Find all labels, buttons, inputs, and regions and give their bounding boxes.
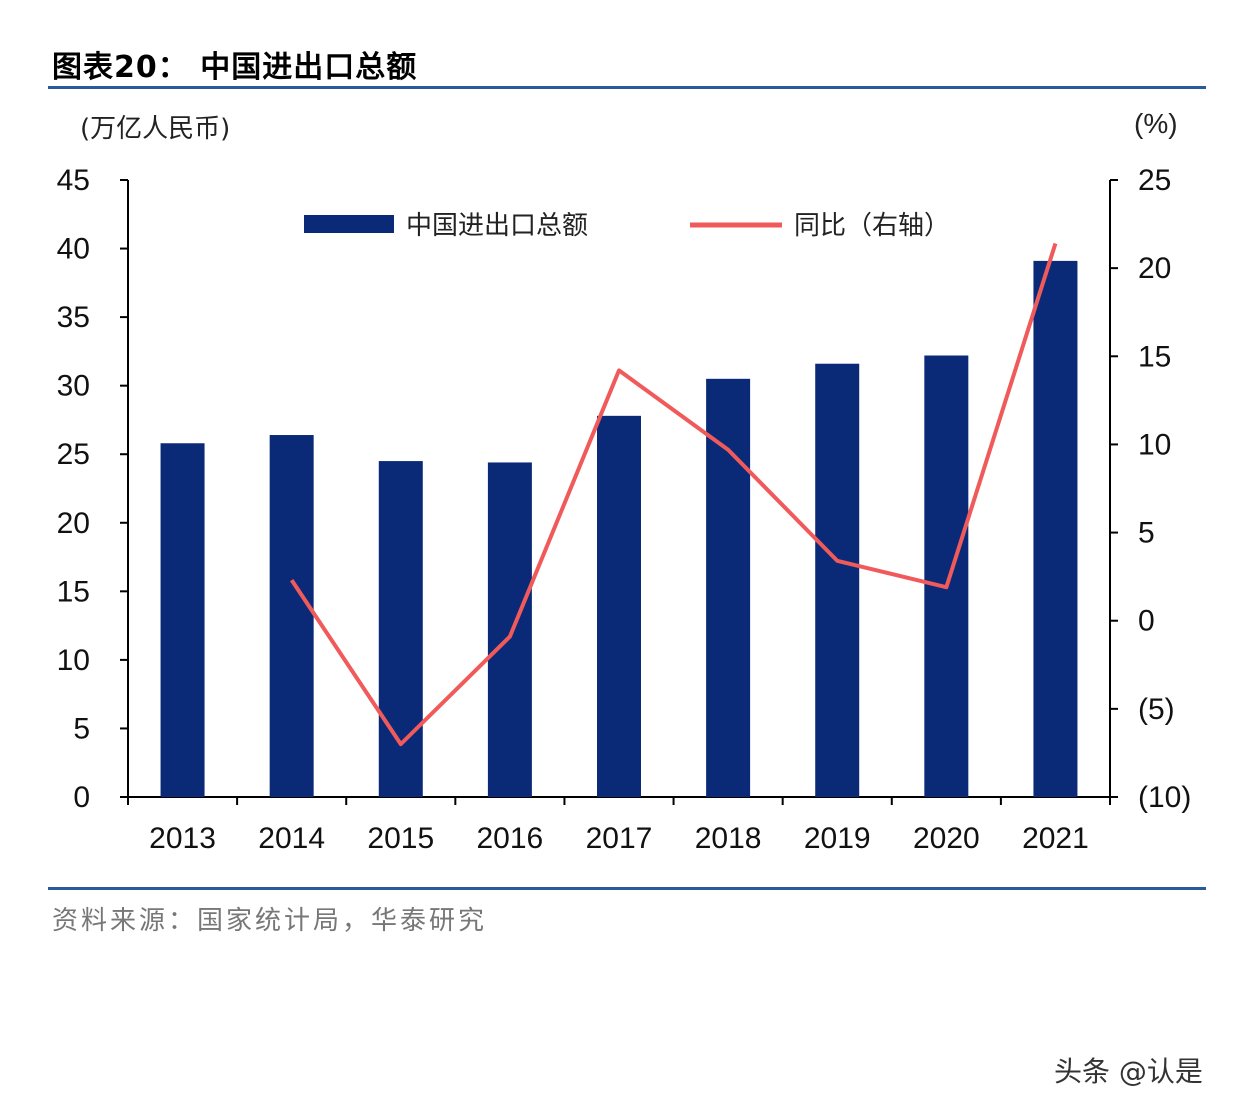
left-tick-label: 10 (57, 644, 90, 677)
bar-2017 (597, 415, 641, 797)
left-tick-label: 25 (57, 438, 90, 471)
left-axis-unit: (万亿人民币) (80, 114, 231, 144)
left-tick-label: 45 (57, 164, 90, 197)
x-tick-label: 2020 (913, 822, 980, 855)
left-tick-label: 0 (73, 781, 90, 814)
x-tick-label: 2013 (149, 822, 216, 855)
left-tick-label: 20 (57, 507, 90, 540)
bar-2021 (1033, 260, 1078, 797)
x-tick-label: 2017 (586, 822, 653, 855)
right-tick-label: 10 (1138, 428, 1171, 461)
left-tick-label: 30 (57, 370, 90, 403)
legend-bar-label: 中国进出口总额 (406, 211, 588, 241)
bar-2019 (815, 363, 860, 797)
left-tick-label: 35 (57, 301, 90, 334)
x-tick-label: 2014 (258, 822, 325, 855)
right-tick-label: 0 (1138, 605, 1155, 638)
bar-2016 (487, 462, 532, 797)
x-tick-label: 2019 (804, 822, 871, 855)
legend-line-label: 同比（右轴） (794, 211, 950, 241)
bar-2013 (160, 443, 205, 797)
right-tick-label: 15 (1138, 340, 1171, 373)
right-tick-label: (10) (1138, 781, 1191, 814)
left-tick-label: 5 (73, 712, 90, 745)
right-axis-unit: (%) (1134, 108, 1178, 139)
x-tick-label: 2018 (695, 822, 762, 855)
left-tick-label: 40 (57, 233, 90, 266)
watermark: 头条 @认是 (1054, 1055, 1203, 1088)
bar-2018 (706, 378, 751, 797)
source-note: 资料来源：国家统计局，华泰研究 (52, 906, 488, 936)
left-tick-label: 15 (57, 575, 90, 608)
right-tick-label: 5 (1138, 517, 1155, 550)
title-rule (48, 86, 1206, 89)
x-tick-label: 2016 (477, 822, 544, 855)
source-rule (48, 887, 1206, 890)
chart-title: 图表20： 中国进出口总额 (52, 50, 418, 85)
right-tick-label: (5) (1138, 693, 1175, 726)
bar-2015 (378, 461, 423, 797)
right-tick-label: 20 (1138, 252, 1171, 285)
bar-2014 (269, 435, 314, 797)
x-tick-label: 2021 (1022, 822, 1089, 855)
right-tick-label: 25 (1138, 164, 1171, 197)
x-tick-label: 2015 (367, 822, 434, 855)
yoy-growth-line (290, 242, 1058, 747)
legend-bar-swatch (304, 215, 394, 233)
bar-2020 (924, 355, 969, 797)
